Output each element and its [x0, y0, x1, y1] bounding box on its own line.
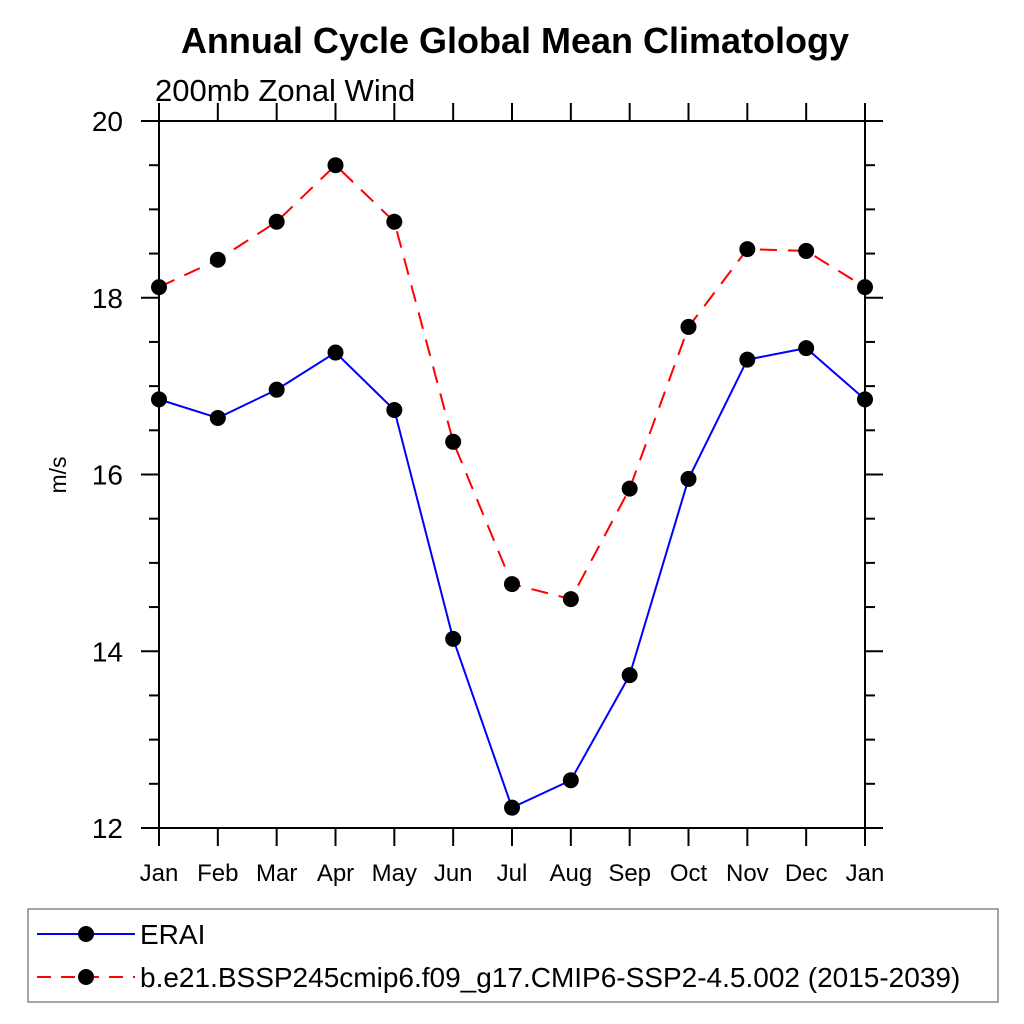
x-tick-label: Sep — [608, 860, 651, 887]
x-tick-label: Jan — [846, 860, 885, 887]
data-point-series-0 — [621, 667, 638, 684]
data-point-series-0 — [562, 772, 579, 789]
data-point-series-1 — [504, 576, 520, 593]
data-point-series-1 — [857, 279, 873, 296]
data-point-series-0 — [857, 391, 873, 408]
data-point-series-0 — [327, 344, 344, 361]
data-point-series-0 — [798, 340, 815, 357]
y-tick-label: 20 — [92, 106, 123, 137]
x-tick-label: Mar — [256, 860, 297, 887]
plot-frame — [158, 120, 866, 829]
data-point-series-1 — [268, 213, 285, 230]
data-point-series-1 — [680, 318, 697, 335]
data-point-series-0 — [680, 470, 697, 487]
data-point-series-1 — [327, 157, 344, 174]
x-tick-label: Jan — [140, 860, 179, 887]
y-tick-label: 18 — [92, 283, 123, 314]
x-tick-label: Feb — [197, 860, 238, 887]
x-tick-label: Apr — [317, 860, 354, 887]
data-point-series-1 — [562, 591, 579, 608]
plot-area: Jan Feb Mar Apr May Jun Jul Aug Sep Oct Nov Dec Jan 1… — [92, 103, 885, 887]
data-point-series-1 — [739, 241, 756, 258]
x-tick-label: May — [372, 860, 417, 887]
x-tick-label: Jun — [434, 860, 473, 887]
legend-box — [27, 908, 999, 1003]
data-point-series-0 — [151, 391, 167, 408]
data-point-series-0 — [386, 401, 403, 418]
chart-title: Annual Cycle Global Mean Climatology — [181, 20, 849, 61]
data-point-series-0 — [268, 381, 285, 398]
data-point-series-1 — [386, 213, 403, 230]
data-point-series-0 — [209, 409, 226, 426]
data-point-series-1 — [209, 251, 226, 268]
x-tick-label: Jul — [497, 860, 528, 887]
data-point-series-1 — [798, 242, 815, 259]
data-point-series-0 — [739, 351, 756, 368]
legend-label-model: b.e21.BSSP245cmip6.f09_g17.CMIP6-SSP2-4.… — [140, 962, 960, 993]
y-tick-label: 16 — [92, 460, 123, 491]
data-point-series-1 — [151, 279, 167, 296]
series-line-1 — [158, 163, 866, 601]
y-tick-label: 14 — [92, 636, 123, 667]
x-tick-label: Aug — [549, 860, 592, 887]
data-point-series-1 — [445, 433, 462, 450]
y-tick-label: 12 — [92, 813, 123, 844]
data-point-series-1 — [621, 480, 638, 497]
chart-subtitle: 200mb Zonal Wind — [155, 73, 415, 108]
x-tick-label: Oct — [670, 860, 708, 887]
legend-label-erai: ERAI — [140, 919, 205, 950]
data-point-series-0 — [445, 630, 462, 647]
x-tick-label: Dec — [785, 860, 828, 887]
x-tick-label: Nov — [726, 860, 769, 887]
legend-marker-model — [78, 969, 94, 985]
legend-marker-erai — [78, 926, 94, 942]
y-axis-label: m/s — [45, 456, 71, 493]
legend: ERAI b.e21.BSSP245cmip6.f09_g17.CMIP6-SS… — [27, 908, 999, 1003]
data-point-series-0 — [504, 799, 520, 816]
